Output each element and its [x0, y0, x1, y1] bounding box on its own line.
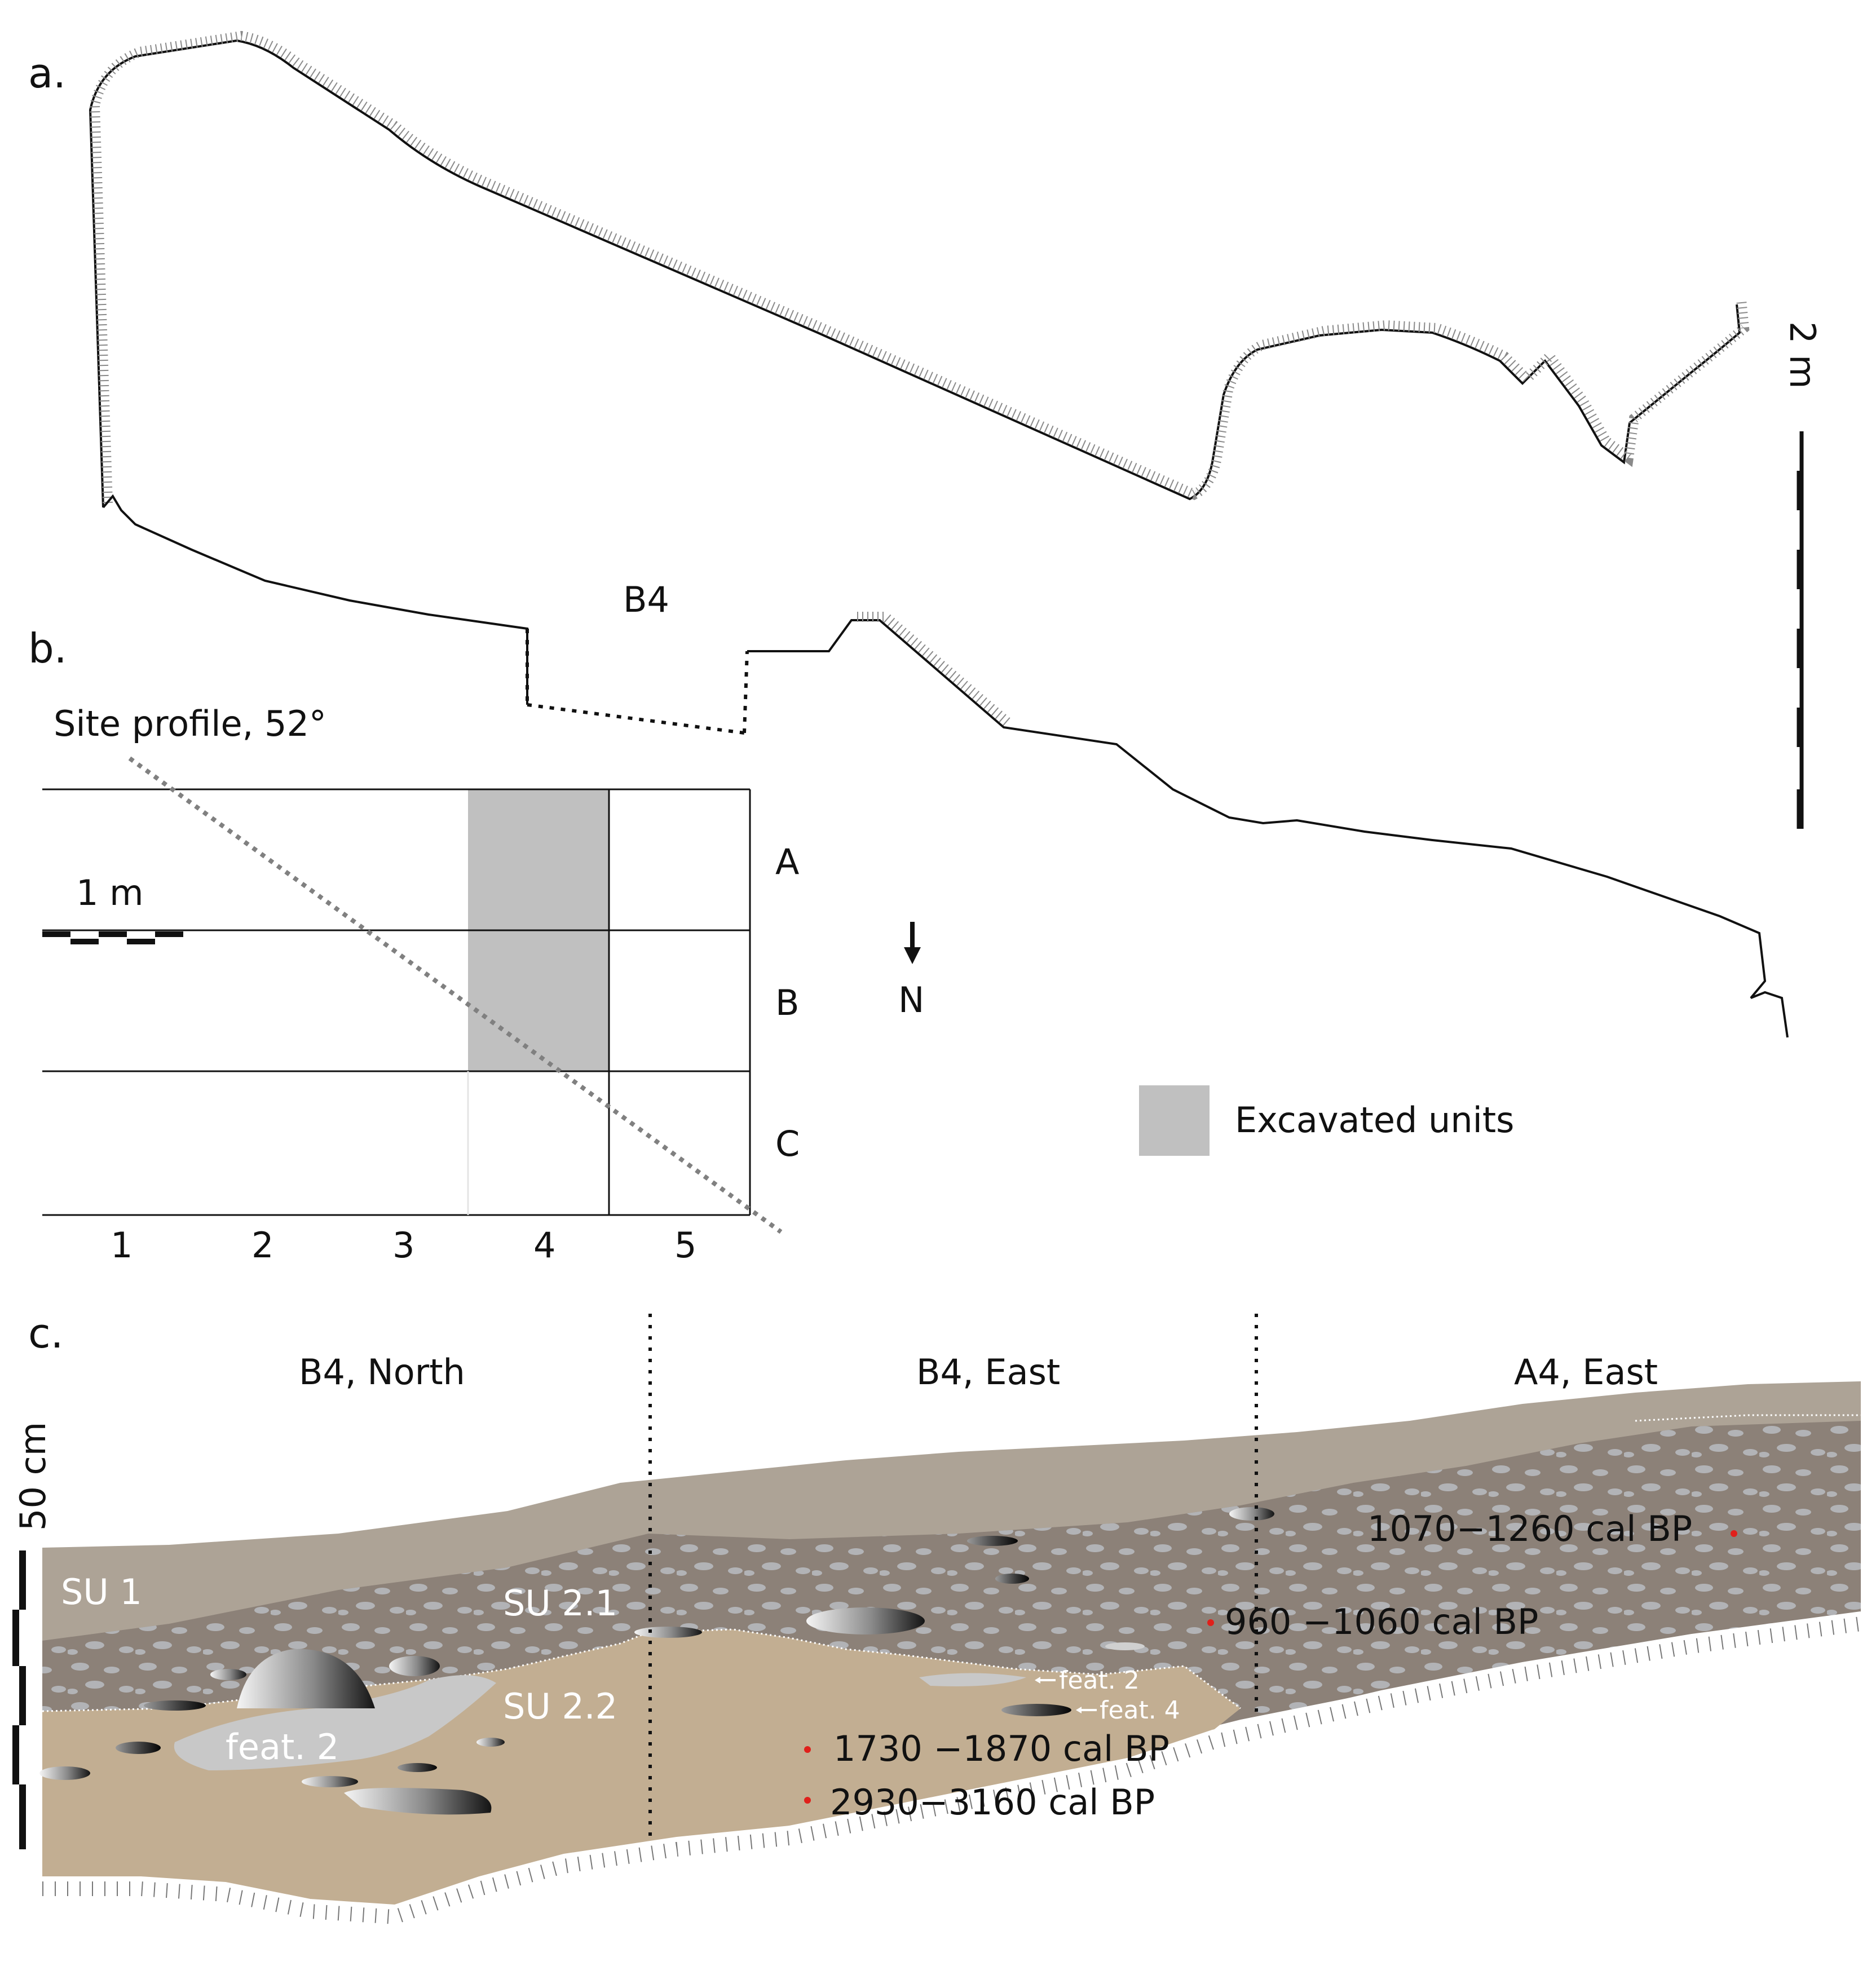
date-1070-1260: 1070−1260 cal BP: [1367, 1508, 1737, 1549]
grid-col-label-3: 3: [392, 1225, 414, 1266]
svg-text:feat. 4: feat. 4: [1100, 1696, 1180, 1725]
date-label-4: 2930−3160 cal BP: [830, 1782, 1155, 1823]
date-1730-1870: 1730 −1870 cal BP: [804, 1728, 1169, 1769]
feature-label-feat2-west: feat. 2: [226, 1726, 339, 1768]
bedrock-hachures: [42, 1611, 1862, 1925]
panel-c: c. B4, North B4, East A4, East 50 cm: [12, 1310, 1862, 1925]
scale-label-50cm: 50 cm: [12, 1422, 54, 1531]
grid-col-label-1: 1: [111, 1225, 133, 1266]
grid-row-label-a: A: [775, 841, 799, 882]
panel-b: b. Site profile, 52° A B C 1 2 3 4 5 1 m: [28, 625, 1515, 1266]
scale-bar-2m: 2 m: [1782, 321, 1823, 829]
feature-4: [1001, 1704, 1071, 1716]
north-label: N: [898, 979, 924, 1020]
section-label-b4-east: B4, East: [916, 1351, 1060, 1393]
unit-label-su21: SU 2.1: [503, 1583, 617, 1624]
date-label-3: 1730 −1870 cal BP: [833, 1728, 1169, 1769]
legend-swatch-excavated: [1139, 1085, 1210, 1156]
date-960-1060: 960 −1060 cal BP: [1207, 1601, 1538, 1642]
unit-label-su1: SU 1: [61, 1571, 142, 1613]
site-profile-line: [128, 756, 783, 1234]
unit-label-b4: B4: [623, 579, 669, 620]
date-marker-4: [804, 1797, 811, 1804]
feature-label-feat2-east: feat. 2: [1035, 1666, 1140, 1695]
grid-col-label-4: 4: [533, 1225, 555, 1266]
feature-2-west: [174, 1675, 496, 1770]
panel-a: a. B4 2 m: [28, 30, 1823, 1038]
date-marker-2: [1207, 1619, 1214, 1626]
scale-label-2m: 2 m: [1782, 321, 1823, 389]
panel-a-letter: a.: [28, 50, 66, 97]
legend-label-excavated: Excavated units: [1235, 1099, 1515, 1141]
date-2930-3160: 2930−3160 cal BP: [804, 1782, 1155, 1823]
grid-col-label-5: 5: [674, 1225, 696, 1266]
scale-label-1m: 1 m: [76, 872, 144, 913]
panel-b-letter: b.: [28, 625, 67, 672]
date-label-1: 1070−1260 cal BP: [1367, 1508, 1692, 1549]
excavation-grid: [42, 788, 751, 1216]
scale-bar-1m: 1 m: [42, 872, 183, 944]
unit-label-su22: SU 2.2: [503, 1686, 617, 1727]
panel-c-letter: c.: [28, 1310, 63, 1357]
svg-text:feat. 2: feat. 2: [1059, 1666, 1140, 1695]
date-marker-3: [804, 1746, 811, 1753]
site-profile-label: Site profile, 52°: [54, 703, 326, 744]
feature-2-east: [919, 1673, 1026, 1686]
section-label-b4-north: B4, North: [299, 1351, 465, 1393]
north-arrow-icon: N: [898, 922, 924, 1020]
section-label-a4-east: A4, East: [1514, 1351, 1658, 1393]
grid-row-label-b: B: [775, 982, 800, 1023]
feature-label-feat4: feat. 4: [1076, 1696, 1180, 1725]
grid-col-label-2: 2: [251, 1225, 273, 1266]
date-label-2: 960 −1060 cal BP: [1225, 1601, 1538, 1642]
scale-bar-50cm: 50 cm: [12, 1422, 54, 1849]
legend: Excavated units: [1139, 1085, 1515, 1156]
grid-row-label-c: C: [775, 1123, 800, 1164]
date-marker-1: [1731, 1530, 1737, 1537]
site-plan-outline: [89, 30, 1789, 1038]
